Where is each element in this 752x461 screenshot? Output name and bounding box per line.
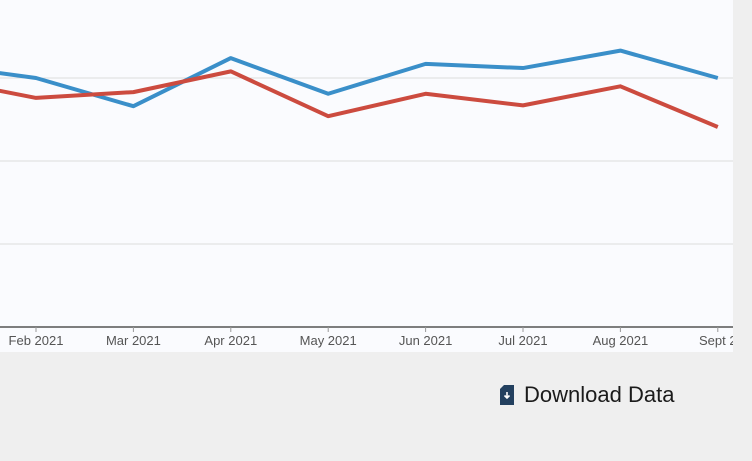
chart-panel: Feb 2021 Mar 2021 Apr 2021 May 2021 Jun 2021… (0, 0, 733, 352)
x-tick-label: Sept 2 (699, 333, 733, 348)
x-tick-label: Jul 2021 (498, 333, 547, 348)
download-data-button[interactable]: Download Data (500, 382, 674, 408)
x-tick-label: Feb 2021 (9, 333, 64, 348)
download-file-icon (500, 385, 514, 405)
x-tick-label: Aug 2021 (593, 333, 649, 348)
x-tick-label: Jun 2021 (399, 333, 453, 348)
line-chart: Feb 2021 Mar 2021 Apr 2021 May 2021 Jun 2021… (0, 48, 733, 348)
download-data-label: Download Data (524, 382, 675, 407)
x-tick-label: Mar 2021 (106, 333, 161, 348)
x-tick-label: Apr 2021 (204, 333, 257, 348)
x-tick-label: May 2021 (300, 333, 357, 348)
